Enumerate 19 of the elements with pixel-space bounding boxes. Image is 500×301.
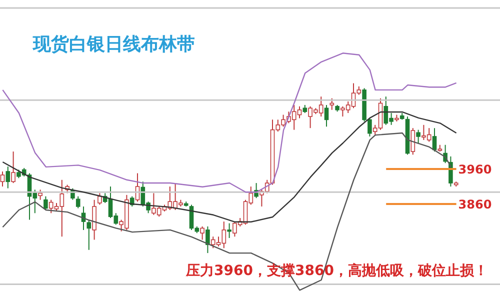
- candlestick: [76, 196, 80, 209]
- candlestick: [92, 199, 96, 240]
- candlestick: [44, 196, 48, 210]
- candlestick: [11, 151, 16, 184]
- ref-line-label: 3960: [458, 162, 492, 176]
- candlestick: [86, 219, 92, 250]
- ref-line-label: 3860: [458, 197, 492, 212]
- candlestick: [206, 226, 210, 254]
- candlestick: [98, 192, 102, 206]
- candlestick: [368, 118, 372, 137]
- candlestick: [6, 166, 10, 189]
- text: 现货白银日线布林带: [33, 33, 195, 56]
- candlestick: [410, 128, 416, 156]
- candlestick: [38, 189, 42, 200]
- candlestick: [416, 129, 420, 144]
- candlestick: [324, 104, 329, 128]
- candlestick: [200, 226, 204, 240]
- candlestick: [330, 98, 334, 110]
- candlestick: [227, 222, 232, 238]
